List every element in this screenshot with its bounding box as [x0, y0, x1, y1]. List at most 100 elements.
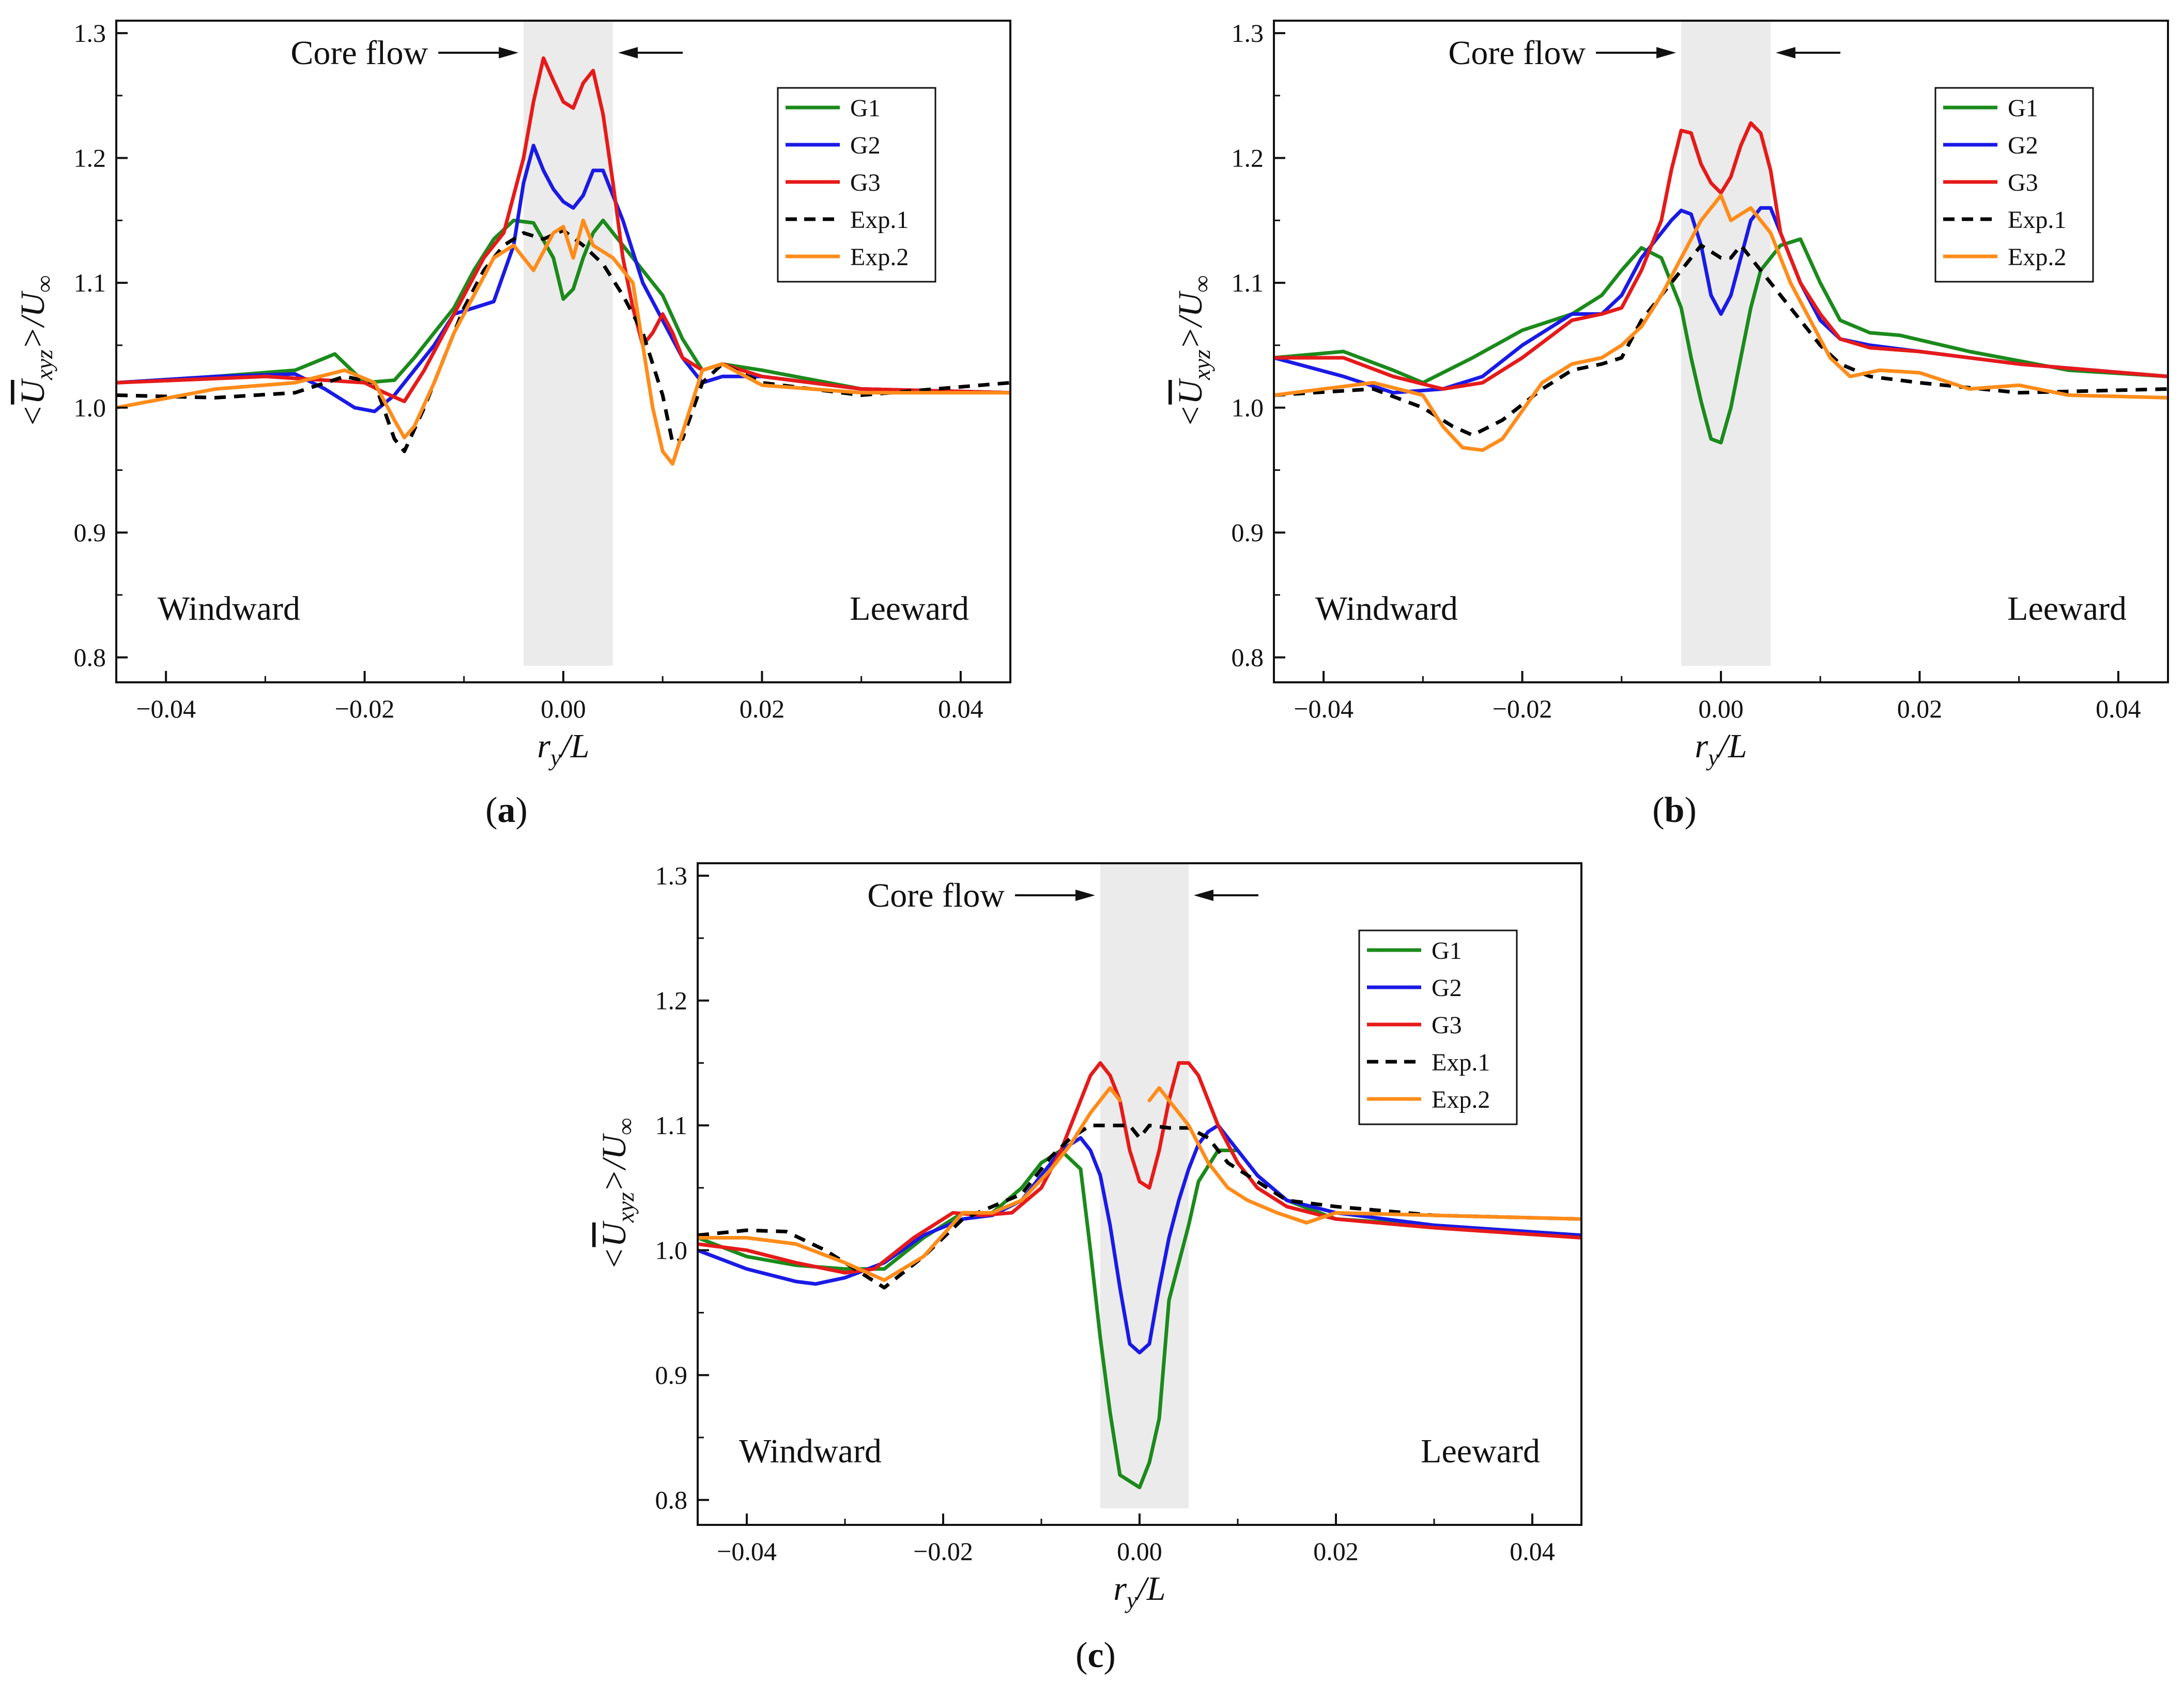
x-axis-label-rest: /L [1717, 727, 1747, 765]
y-label-sub: xyz [31, 349, 57, 380]
y-label-u: U [14, 378, 52, 405]
legend-label: G2 [850, 132, 881, 159]
y-tick-label: 0.9 [655, 1361, 688, 1389]
legend-label: Exp.1 [2008, 206, 2066, 234]
y-label-gt: >/ [14, 314, 52, 350]
legend-label: Exp.2 [2008, 243, 2066, 271]
y-axis-label: <Uxyz>/U∞ [1172, 276, 1215, 427]
caption-letter: a [498, 790, 516, 830]
y-tick-label: 1.1 [1232, 268, 1264, 297]
x-tick-label: 0.00 [541, 694, 586, 723]
core-flow-label: Core flow [1448, 34, 1586, 72]
y-label-u: U [1172, 378, 1209, 405]
y-axis-label: <Uxyz>/U∞ [595, 1118, 639, 1270]
x-axis-label-sub: y [548, 744, 561, 771]
core-flow-label: Core flow [867, 877, 1005, 914]
y-tick-label: 1.0 [74, 393, 106, 422]
y-tick-label: 0.8 [1232, 643, 1264, 672]
leeward-label: Leeward [2007, 590, 2127, 628]
y-tick-label: 1.1 [74, 268, 106, 297]
windward-label: Windward [739, 1432, 882, 1470]
y-label-lt: < [14, 405, 52, 428]
panel-caption: (a) [485, 790, 528, 830]
leeward-label: Leeward [1421, 1432, 1540, 1470]
y-label-lt: < [1172, 405, 1209, 428]
legend-label: G3 [850, 169, 881, 196]
legend-label: G1 [850, 95, 881, 122]
legend-label: G2 [2008, 132, 2038, 159]
x-axis-label-rest: /L [1135, 1570, 1166, 1608]
x-axis-label-rest: /L [559, 727, 590, 765]
panel-a: −0.04 −0.02 0.00 0.02 0.04 0.8 0.9 1.0 1.1 1.2 1.3… [14, 19, 1010, 830]
y-tick-label: 0.8 [74, 643, 106, 672]
caption-open: ( [1652, 790, 1664, 830]
x-tick-label: 0.02 [1313, 1537, 1359, 1566]
y-label-gt: >/ [595, 1157, 633, 1193]
x-tick-label: −0.04 [136, 694, 196, 723]
y-label-inf: ∞ [31, 276, 57, 293]
caption-close: ) [516, 790, 528, 830]
leeward-label: Leeward [850, 590, 969, 628]
legend-label: G1 [1432, 937, 1462, 965]
legend-label: Exp.2 [850, 243, 909, 271]
x-tick-label: 0.04 [2096, 694, 2141, 723]
caption-close: ) [1104, 1636, 1116, 1675]
legend-label: Exp.1 [1432, 1049, 1490, 1076]
windward-label: Windward [1315, 590, 1458, 628]
y-tick-label: 1.0 [655, 1236, 688, 1265]
y-tick-label: 1.2 [655, 986, 688, 1015]
legend-label: G3 [1432, 1012, 1462, 1039]
legend-label: G2 [1432, 974, 1462, 1002]
legend-label: Exp.1 [850, 206, 909, 234]
caption-letter: b [1665, 790, 1685, 830]
y-tick-label: 1.2 [74, 144, 106, 173]
caption-close: ) [1684, 790, 1696, 830]
windward-label: Windward [158, 590, 300, 628]
x-tick-label: 0.00 [1698, 694, 1744, 723]
y-tick-label: 0.9 [1232, 518, 1264, 547]
y-tick-label: 1.1 [655, 1111, 688, 1140]
y-label-gt: >/ [1172, 314, 1209, 350]
core-flow-band [1681, 21, 1771, 666]
y-tick-label: 1.3 [74, 19, 106, 48]
x-tick-label: −0.02 [1493, 694, 1552, 723]
x-tick-label: −0.02 [335, 694, 395, 723]
x-axis-label-sub: y [1125, 1587, 1137, 1613]
y-tick-label: 1.0 [1232, 393, 1264, 422]
y-label-inf: ∞ [1189, 276, 1215, 293]
x-tick-label: 0.04 [1510, 1537, 1555, 1566]
y-label-uinf: U [595, 1133, 633, 1159]
legend-label: Exp.2 [1432, 1086, 1490, 1113]
y-label-uinf: U [1172, 290, 1209, 317]
x-tick-label: 0.04 [938, 694, 983, 723]
legend-label: G3 [2008, 169, 2038, 196]
figure: −0.04 −0.02 0.00 0.02 0.04 0.8 0.9 1.0 1.1 1.2 1.3… [0, 0, 2184, 1681]
core-arrow-left-head [1656, 47, 1676, 58]
legend-label: G1 [2008, 95, 2038, 122]
core-arrow-left-head [1075, 890, 1095, 901]
core-arrow-right-head [1776, 47, 1795, 58]
y-tick-label: 1.2 [1232, 144, 1264, 173]
core-arrow-right-head [1194, 890, 1213, 901]
x-tick-label: −0.04 [1294, 694, 1354, 723]
y-tick-label: 1.3 [655, 861, 688, 890]
x-axis-label: ry/L [537, 727, 589, 771]
x-axis-label: ry/L [1113, 1570, 1165, 1613]
x-tick-label: −0.02 [913, 1537, 973, 1566]
caption-letter: c [1087, 1636, 1103, 1675]
panel-caption: (c) [1075, 1636, 1116, 1675]
core-flow-band [524, 21, 613, 666]
x-tick-label: 0.02 [740, 694, 785, 723]
x-tick-label: 0.02 [1897, 694, 1943, 723]
caption-open: ( [1075, 1636, 1087, 1675]
y-label-sub: xyz [1189, 349, 1215, 380]
y-tick-label: 0.8 [655, 1486, 688, 1515]
y-label-u: U [595, 1220, 633, 1247]
x-tick-label: −0.04 [717, 1537, 777, 1566]
x-axis-label: ry/L [1695, 727, 1747, 771]
y-label-uinf: U [14, 290, 52, 317]
x-axis-label-sub: y [1706, 744, 1719, 771]
y-axis-label: <Uxyz>/U∞ [14, 276, 57, 427]
core-arrow-right-head [618, 47, 638, 58]
core-arrow-left-head [499, 47, 518, 58]
